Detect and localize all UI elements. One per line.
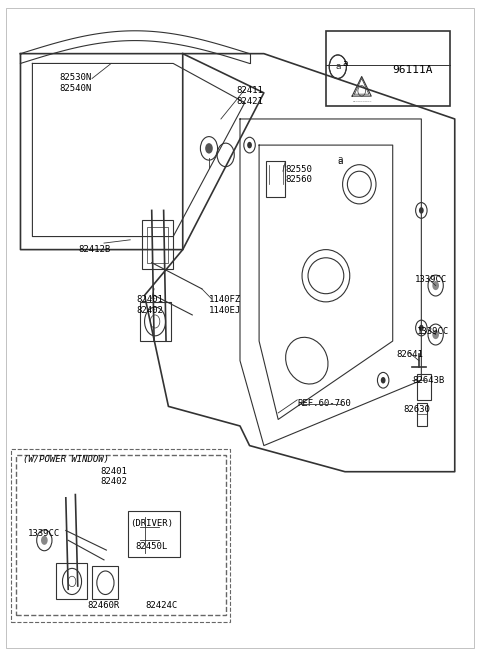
Bar [16, 455, 226, 615]
Text: ___________: ___________ [352, 98, 372, 103]
Text: 1339CC: 1339CC [415, 274, 447, 283]
Bar [147, 227, 168, 262]
Text: 1339CC: 1339CC [28, 529, 60, 539]
Circle shape [416, 203, 427, 218]
Text: 1140FZ
1140EJ: 1140FZ 1140EJ [209, 295, 241, 315]
Circle shape [381, 377, 385, 384]
Circle shape [419, 325, 424, 331]
Circle shape [41, 536, 48, 545]
Bar [326, 31, 450, 106]
Text: a: a [342, 59, 348, 68]
Text: (DRIVER): (DRIVER) [130, 520, 173, 529]
Circle shape [432, 281, 439, 290]
Circle shape [247, 142, 252, 148]
Circle shape [432, 330, 439, 339]
Text: 82641: 82641 [396, 350, 423, 359]
Text: a: a [335, 62, 341, 72]
Text: 82412B: 82412B [78, 245, 110, 254]
Bar [142, 220, 173, 269]
Text: 82401
82402: 82401 82402 [136, 295, 163, 315]
Text: 82530N
82540N: 82530N 82540N [59, 73, 92, 92]
Text: 82643B: 82643B [412, 376, 444, 385]
Circle shape [205, 143, 213, 154]
Text: 82450L: 82450L [135, 543, 168, 551]
Text: 82630: 82630 [403, 405, 430, 414]
Text: 96111A: 96111A [393, 65, 433, 75]
Text: 82424C: 82424C [145, 601, 178, 610]
Bar [417, 403, 427, 426]
Text: (W/POWER WINDOW): (W/POWER WINDOW) [23, 455, 109, 464]
Bar [11, 449, 230, 622]
Circle shape [428, 275, 444, 296]
Circle shape [68, 576, 76, 586]
Bar [266, 161, 285, 197]
Circle shape [200, 136, 217, 160]
Text: 82460R: 82460R [88, 601, 120, 610]
Text: 82401
82402: 82401 82402 [100, 466, 127, 486]
Text: a: a [337, 155, 343, 164]
Text: 1339CC: 1339CC [417, 327, 449, 336]
Circle shape [244, 137, 255, 153]
Text: REF.60-760: REF.60-760 [297, 399, 351, 407]
Bar [128, 511, 180, 557]
Circle shape [416, 320, 427, 336]
Circle shape [377, 373, 389, 388]
Bar [417, 374, 431, 400]
Text: 82411
82421: 82411 82421 [236, 87, 263, 106]
Text: a: a [337, 157, 343, 166]
Circle shape [150, 315, 160, 328]
Circle shape [36, 530, 52, 551]
Bar [92, 566, 118, 599]
Text: 82550
82560: 82550 82560 [285, 165, 312, 184]
Circle shape [428, 324, 444, 345]
Bar [56, 563, 87, 599]
Circle shape [419, 207, 424, 214]
Bar [140, 302, 171, 341]
